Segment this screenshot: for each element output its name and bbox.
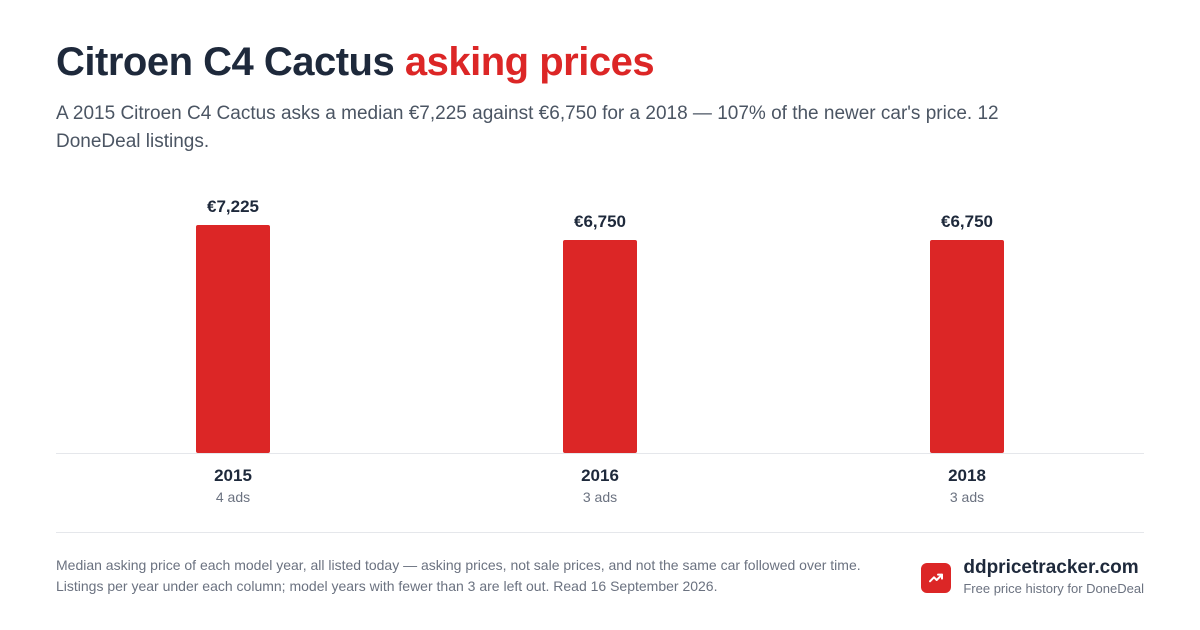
bar-chart: €7,225 2015 4 ads €6,750 2016 3 ads €6,750 2018… — [56, 197, 1144, 505]
category-label-2015: 2015 — [214, 466, 252, 485]
value-label-2016: €6,750 — [574, 212, 626, 231]
page-subtitle: A 2015 Citroen C4 Cactus asks a median €… — [56, 103, 999, 152]
count-label-2015: 4 ads — [216, 489, 250, 505]
footnote: Median asking price of each model year, … — [56, 557, 861, 594]
brand[interactable]: ddpricetracker.com Free price history fo… — [921, 557, 1144, 599]
value-label-2015: €7,225 — [207, 197, 259, 216]
value-label-2018: €6,750 — [941, 212, 993, 231]
footer-divider — [56, 532, 1144, 533]
trending-up-icon — [921, 563, 952, 593]
category-label-2018: 2018 — [948, 466, 986, 485]
page-title: Citroen C4 Cactus asking prices — [56, 40, 655, 85]
count-label-2018: 3 ads — [950, 489, 984, 505]
bar-2018 — [930, 239, 1004, 453]
count-label-2016: 3 ads — [583, 489, 617, 505]
title-main: Citroen C4 Cactus — [56, 40, 395, 84]
bar-2015 — [196, 225, 270, 453]
category-label-2016: 2016 — [581, 466, 619, 485]
bar-2016 — [563, 239, 637, 453]
brand-tagline: Free price history for DoneDeal — [963, 581, 1144, 596]
title-accent: asking prices — [404, 40, 655, 84]
brand-name: ddpricetracker.com — [963, 557, 1139, 578]
